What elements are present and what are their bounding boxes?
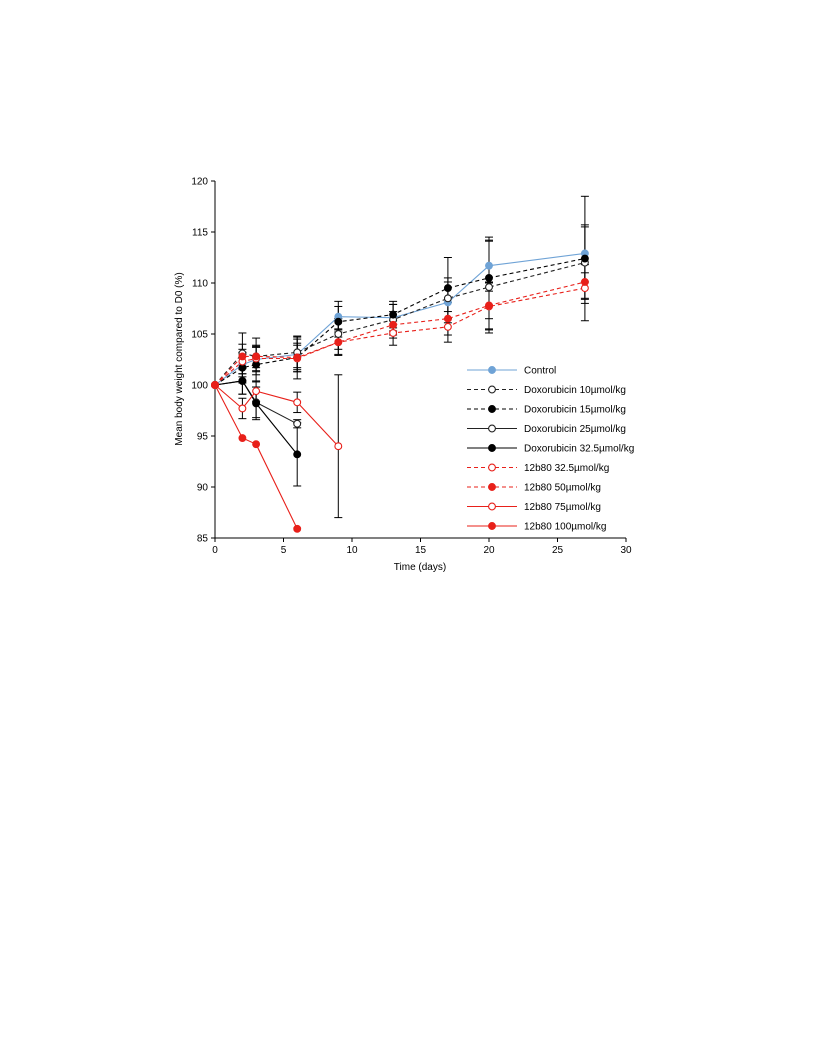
legend-label: Control [524,366,556,377]
x-tick-label: 20 [483,545,495,556]
y-tick-label: 95 [197,432,209,443]
data-point [443,322,452,331]
legend-marker [488,463,496,472]
data-point [334,338,343,347]
series-line-7 [214,384,339,447]
y-tick-label: 90 [197,483,209,494]
data-point [252,352,261,361]
data-point [252,440,261,449]
legend-label: Doxorubicin 32.5µmol/kg [524,444,634,455]
y-axis-label: Mean body weight compared to D0 (%) [174,272,185,445]
data-point [238,434,247,442]
data-point [443,294,452,303]
data-point [334,330,343,338]
y-tick-label: 120 [191,177,208,188]
data-point [252,387,261,396]
legend-marker [488,366,496,374]
series-line-8 [214,384,298,530]
legend-marker [488,483,496,491]
legend-label: 12b80 50µmol/kg [524,483,601,494]
data-point [334,317,343,326]
y-tick-label: 85 [197,534,209,545]
data-point [293,353,302,362]
y-tick-label: 100 [191,381,208,392]
data-point [252,399,261,408]
legend-label: 12b80 100µmol/kg [524,522,607,533]
series-line-6 [214,281,586,386]
data-point [293,419,302,428]
data-point [293,398,302,407]
data-point [334,442,343,451]
data-point [580,278,589,286]
data-point [211,381,219,389]
legend-label: Doxorubicin 15µmol/kg [524,405,626,416]
legend-marker [488,444,496,452]
data-point [238,376,247,385]
data-point [293,524,302,533]
legend-label: 12b80 75µmol/kg [524,502,601,513]
data-point [485,283,493,292]
legend-marker [488,385,496,394]
legend-label: 12b80 32.5µmol/kg [524,463,609,474]
data-point [485,261,493,270]
legend-label: Doxorubicin 10µmol/kg [524,385,626,396]
legend-marker [488,405,496,413]
data-point [389,320,398,329]
markers [211,249,589,533]
data-point [443,314,452,323]
y-tick-label: 110 [192,279,208,290]
x-tick-label: 0 [212,545,218,556]
x-tick-label: 15 [415,545,427,556]
data-point [293,450,302,459]
legend: Control Doxorubicin 10µmol/kg Doxorubicin … [467,366,634,533]
legend-marker [488,522,496,530]
legend-marker [488,424,496,433]
x-tick-label: 5 [281,545,287,556]
x-axis-label: Time (days) [394,562,446,573]
ticks: 0 5 10 15 20 25 30 85 90 95 100 105 110 115 120 [191,177,632,557]
data-point [485,273,493,282]
legend-marker [488,502,496,511]
data-point [485,301,493,310]
data-point [580,254,589,263]
x-tick-label: 30 [620,545,632,556]
data-point [389,310,398,319]
y-tick-label: 105 [191,330,208,341]
x-tick-label: 25 [552,545,564,556]
legend-label: Doxorubicin 25µmol/kg [524,424,626,435]
data-point [238,404,247,413]
y-tick-label: 115 [192,228,208,239]
data-point [238,352,247,361]
data-point [443,284,452,293]
series-line-4 [214,380,298,455]
data-point [389,329,398,337]
x-tick-label: 10 [346,545,358,556]
